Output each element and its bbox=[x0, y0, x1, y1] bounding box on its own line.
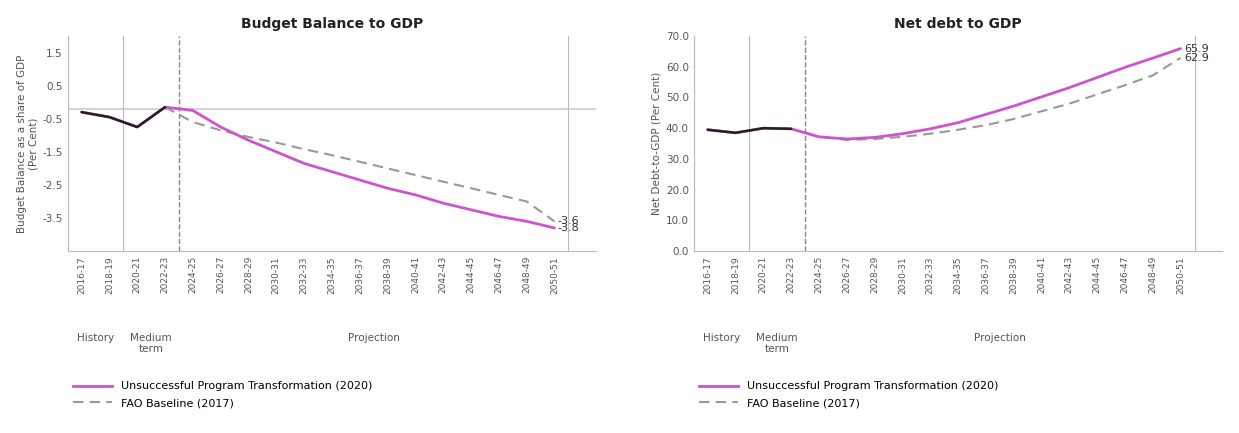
Text: Projection: Projection bbox=[974, 333, 1026, 343]
Text: 65.9: 65.9 bbox=[1184, 44, 1209, 54]
Text: -3.8: -3.8 bbox=[558, 223, 580, 233]
Y-axis label: Net Debt-to-GDP (Per Cent): Net Debt-to-GDP (Per Cent) bbox=[652, 72, 662, 215]
Title: Net debt to GDP: Net debt to GDP bbox=[895, 16, 1022, 31]
Text: Projection: Projection bbox=[348, 333, 400, 343]
Title: Budget Balance to GDP: Budget Balance to GDP bbox=[240, 16, 422, 31]
Text: History: History bbox=[77, 333, 114, 343]
Text: Medium
term: Medium term bbox=[130, 333, 172, 355]
Text: Medium
term: Medium term bbox=[757, 333, 798, 355]
Text: -3.6: -3.6 bbox=[558, 216, 580, 226]
Text: History: History bbox=[703, 333, 740, 343]
Y-axis label: Budget Balance as a share of GDP
(Per Cent): Budget Balance as a share of GDP (Per Ce… bbox=[16, 55, 38, 233]
Legend: Unsuccessful Program Transformation (2020), FAO Baseline (2017): Unsuccessful Program Transformation (202… bbox=[73, 381, 373, 408]
Text: 62.9: 62.9 bbox=[1184, 53, 1209, 63]
Legend: Unsuccessful Program Transformation (2020), FAO Baseline (2017): Unsuccessful Program Transformation (202… bbox=[699, 381, 999, 408]
